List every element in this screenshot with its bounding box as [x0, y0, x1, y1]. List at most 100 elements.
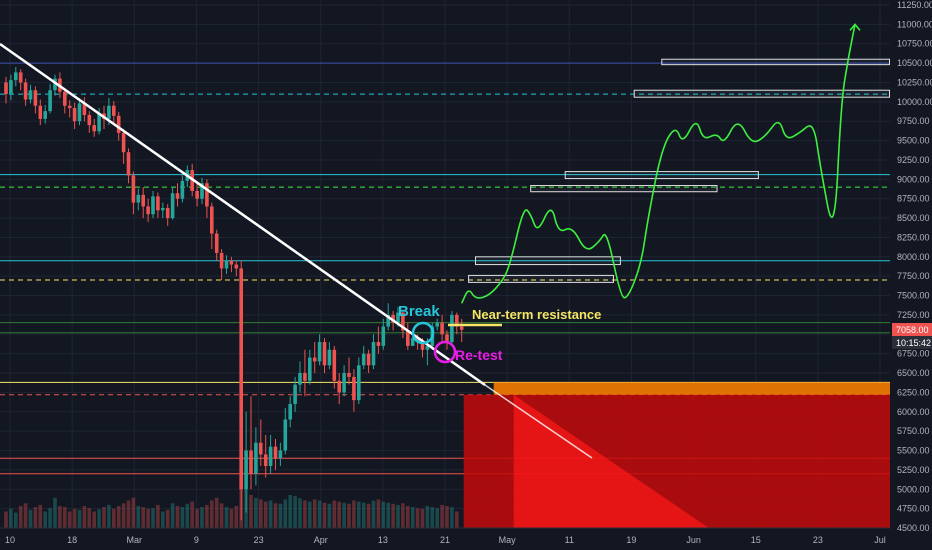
candle-body — [322, 342, 327, 366]
volume-bar — [82, 506, 87, 528]
descending-trendline[interactable] — [0, 42, 593, 459]
candle-body — [161, 208, 165, 211]
candle-body — [263, 454, 268, 467]
zone-box — [475, 256, 621, 266]
volume-bar — [87, 508, 92, 528]
y-tick-label: 7500.00 — [897, 291, 930, 301]
volume-bar — [180, 507, 185, 528]
zone-box — [661, 58, 890, 66]
candle-body — [87, 115, 92, 126]
candle-body — [312, 357, 317, 362]
candle-body — [337, 380, 341, 393]
volume-bar — [283, 499, 288, 528]
x-tick-label: 23 — [254, 535, 264, 545]
candle-body — [239, 268, 243, 490]
y-tick-label: 8250.00 — [897, 232, 930, 242]
volume-bar — [425, 506, 430, 528]
y-tick-label: 10250.00 — [897, 77, 932, 87]
volume-bar — [342, 502, 346, 528]
candle-body — [293, 384, 297, 405]
volume-bar — [396, 504, 400, 528]
volume-bar — [28, 509, 33, 528]
y-tick-label: 6250.00 — [897, 387, 930, 397]
volume-bar — [327, 503, 332, 528]
volume-bar — [67, 511, 72, 528]
volume-bar — [72, 508, 77, 528]
volume-bar — [165, 509, 170, 528]
volume-bar — [97, 509, 101, 528]
volume-bar — [195, 508, 199, 528]
volume-bar — [254, 497, 258, 528]
volume-bar — [303, 500, 307, 528]
candle-body — [450, 314, 454, 343]
candle-body — [175, 193, 180, 199]
candle-body — [298, 373, 302, 385]
y-tick-label: 7750.00 — [897, 271, 930, 281]
volume-bar — [445, 506, 449, 528]
orange-zone-rect — [493, 382, 890, 395]
zone-box — [564, 171, 759, 180]
candle-body — [9, 80, 13, 95]
candle-body — [14, 72, 18, 81]
current-price-value: 7058.00 — [896, 325, 929, 335]
volume-bar — [102, 507, 106, 528]
projection-path — [460, 23, 861, 304]
volume-bar — [116, 506, 121, 528]
volume-bar — [229, 508, 234, 528]
candle-body — [63, 91, 67, 106]
y-tick-label: 8750.00 — [897, 194, 930, 204]
volume-bar — [366, 503, 371, 528]
x-tick-label: 15 — [751, 535, 761, 545]
time-axis[interactable]: 10 18 Mar 9 23 Apr 13 21 May 11 19 Jun 15 23 Jul — [0, 527, 890, 545]
price-axis[interactable]: 11250.00 11000.00 10750.00 10500.00 10250.00… — [897, 0, 932, 533]
volume-bar — [288, 495, 292, 528]
volume-bar — [435, 508, 439, 528]
trendline-main[interactable] — [0, 42, 486, 387]
volume-bar — [293, 496, 297, 528]
volume-bar — [376, 499, 381, 528]
candle-body — [214, 233, 219, 253]
candle-body — [406, 330, 410, 346]
x-tick-label: Jul — [874, 535, 886, 545]
volume-bar — [107, 504, 111, 528]
y-tick-label: 11000.00 — [897, 19, 932, 29]
red-zone-triangle — [513, 394, 709, 528]
candle-body — [170, 193, 175, 219]
volume-bar — [308, 501, 312, 528]
candle-body — [410, 338, 415, 346]
candle-body — [342, 373, 346, 393]
candle-body — [97, 113, 101, 132]
x-tick-label: 21 — [440, 535, 450, 545]
candle-body — [72, 108, 77, 122]
y-tick-label: 5750.00 — [897, 426, 930, 436]
volume-bar — [298, 498, 302, 528]
candle-body — [151, 196, 155, 215]
candle-body — [82, 103, 87, 116]
volume-bar — [224, 507, 229, 528]
candle-body — [67, 105, 72, 109]
x-tick-label: 11 — [565, 535, 574, 545]
candle-body — [420, 342, 425, 350]
current-price-badge: 7058.00 — [892, 323, 932, 336]
candle-body — [210, 206, 214, 234]
volume-bar — [352, 500, 356, 528]
x-tick-label: 19 — [626, 535, 636, 545]
trendline-extension — [484, 384, 593, 459]
volume-bar — [401, 503, 405, 528]
candle-body — [234, 264, 239, 269]
volume-bar — [170, 503, 175, 528]
y-tick-label: 5500.00 — [897, 446, 930, 456]
candle-body — [371, 342, 376, 366]
volume-bar — [263, 501, 268, 528]
candle-body — [303, 373, 307, 381]
volume-bar — [312, 499, 317, 528]
retest-circle — [433, 340, 457, 364]
candle-body — [352, 376, 356, 401]
volume-bar — [9, 508, 13, 528]
volume-bar — [406, 506, 410, 528]
candle-body — [205, 183, 209, 207]
candle-body — [146, 206, 150, 215]
volume-bar — [205, 504, 209, 528]
x-tick-label: Apr — [314, 535, 328, 545]
